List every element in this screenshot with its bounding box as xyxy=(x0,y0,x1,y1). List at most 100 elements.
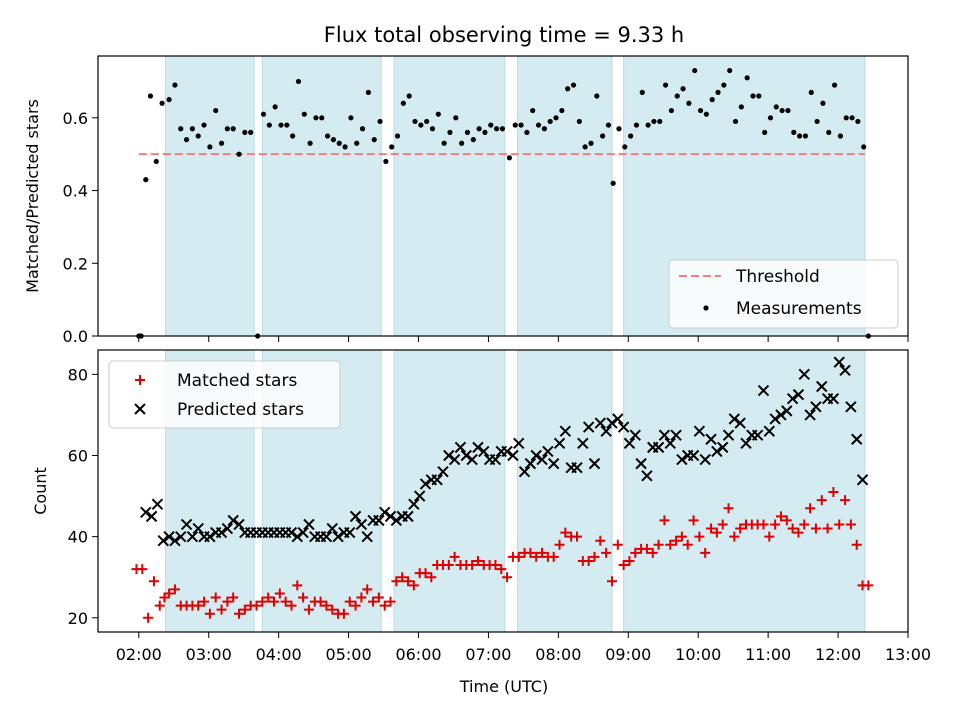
legend-measurement-label: Measurements xyxy=(736,299,862,319)
y-tick-label: 0.6 xyxy=(63,109,88,128)
predicted-point xyxy=(454,441,467,454)
measurement-point xyxy=(406,93,412,99)
matched-point xyxy=(426,572,437,583)
predicted-point xyxy=(204,530,216,543)
predicted-point xyxy=(571,461,583,474)
matched-point xyxy=(420,568,431,579)
matched-point xyxy=(169,584,180,595)
measurement-point xyxy=(319,115,325,121)
measurement-point xyxy=(605,122,612,128)
matched-point xyxy=(554,539,565,550)
measurement-point xyxy=(147,93,154,99)
legend-matched-swatch xyxy=(135,375,145,385)
matched-point xyxy=(368,596,379,607)
measurement-point xyxy=(553,115,559,121)
measurement-point xyxy=(470,137,476,143)
predicted-point xyxy=(740,437,752,450)
matched-point xyxy=(154,600,165,611)
predicted-point xyxy=(716,441,729,454)
predicted-point xyxy=(413,490,426,502)
measurement-point xyxy=(201,122,207,128)
matched-point xyxy=(723,503,734,514)
matched-point xyxy=(373,592,384,603)
legend-predicted-label: Predicted stars xyxy=(177,400,304,420)
measurement-point xyxy=(645,122,651,128)
measurement-point xyxy=(464,129,471,135)
predicted-point xyxy=(285,526,298,539)
predicted-point xyxy=(769,413,781,425)
chart-title: Flux total observing time = 9.33 h xyxy=(324,23,684,47)
measurement-point xyxy=(709,97,715,103)
matched-point xyxy=(694,531,705,542)
predicted-point xyxy=(536,453,548,466)
matched-point xyxy=(583,555,594,566)
matched-point xyxy=(717,519,728,530)
axes-frame xyxy=(97,349,909,633)
matched-point xyxy=(303,604,314,615)
predicted-point xyxy=(664,437,676,450)
observing-window-3 xyxy=(393,55,506,337)
predicted-point xyxy=(559,425,572,437)
predicted-point xyxy=(513,437,525,450)
measurement-point xyxy=(218,140,225,146)
matched-point xyxy=(758,519,769,530)
measurement-point xyxy=(570,82,577,88)
matched-point xyxy=(408,580,419,591)
predicted-point xyxy=(763,425,776,437)
matched-point xyxy=(822,523,833,534)
measurement-point xyxy=(762,129,768,135)
matched-point xyxy=(234,608,245,619)
measurement-point xyxy=(342,144,348,150)
matched-point xyxy=(851,539,862,550)
measurement-point xyxy=(692,67,698,74)
measurement-point xyxy=(703,111,709,117)
matched-point xyxy=(525,547,536,558)
x-tick-label: 12:00 xyxy=(815,645,861,664)
predicted-point xyxy=(437,466,449,478)
predicted-point xyxy=(408,498,420,510)
matched-point xyxy=(537,547,548,558)
measurement-point xyxy=(576,118,582,125)
measurement-point xyxy=(651,118,657,125)
y-tick-label: 20 xyxy=(68,609,88,628)
measurement-point xyxy=(435,111,441,117)
measurement-point xyxy=(744,75,750,81)
measurement-point xyxy=(530,107,536,114)
predicted-point xyxy=(810,401,822,413)
measurement-point xyxy=(721,82,727,88)
predicted-point xyxy=(349,510,362,523)
x-tick-label: 11:00 xyxy=(745,645,791,664)
x-tick-label: 02:00 xyxy=(116,645,162,664)
matched-point xyxy=(630,547,641,558)
y-tick-label: 40 xyxy=(68,528,88,547)
matched-point xyxy=(321,600,332,611)
predicted-point xyxy=(320,530,333,543)
measurement-point xyxy=(727,67,733,74)
measurement-point xyxy=(330,137,337,143)
predicted-point xyxy=(693,425,706,437)
measurement-point xyxy=(773,104,779,110)
matched-point xyxy=(676,531,687,542)
matched-point xyxy=(251,600,262,611)
predicted-point xyxy=(751,429,764,441)
predicted-point xyxy=(687,449,700,462)
predicted-point xyxy=(373,514,385,527)
predicted-point xyxy=(390,514,403,527)
matched-point xyxy=(496,564,507,575)
measurement-point xyxy=(738,104,744,110)
measurement-point xyxy=(499,126,506,132)
predicted-point xyxy=(792,388,805,401)
measurement-point xyxy=(242,129,248,135)
predicted-point xyxy=(180,518,193,531)
legend-matched-label: Matched stars xyxy=(177,371,297,391)
predicted-point xyxy=(151,498,164,510)
matched-point xyxy=(274,588,285,599)
measurement-point xyxy=(348,115,354,121)
measurement-point xyxy=(831,82,838,88)
x-axis-label: Time (UTC) xyxy=(459,677,548,696)
predicted-point xyxy=(443,449,455,462)
measurement-point xyxy=(785,107,791,114)
measurement-point xyxy=(668,107,675,114)
measurement-point xyxy=(680,86,686,92)
predicted-point xyxy=(652,441,665,454)
